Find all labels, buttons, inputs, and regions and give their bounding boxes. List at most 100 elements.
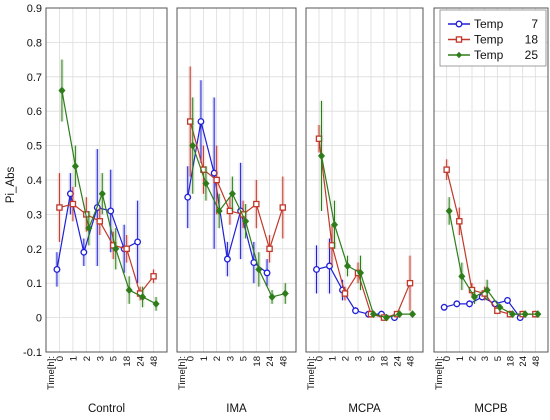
data-point [352,307,359,315]
x-tick-label: 24 [136,356,147,367]
legend-marker [455,36,463,43]
series-temp-7 [313,238,398,322]
panel-frame [433,7,549,353]
data-point [228,189,236,198]
x-tick-label: 48 [406,356,417,367]
data-point [197,118,205,125]
data-point [134,238,142,246]
x-tick-label: 18 [506,356,517,367]
y-tick-label: 0.2 [27,244,42,256]
panel-ima: Time[h]:0 1 2 3 5 18 24 48 IMA [176,7,297,415]
data-point [521,310,529,319]
data-point [466,300,473,308]
data-point [263,269,271,277]
x-tick-label: 48 [149,356,160,367]
x-tick-label: 2 [341,356,352,361]
data-point [266,245,273,253]
data-point [341,290,349,297]
data-point [253,200,260,208]
data-point [534,310,542,319]
data-point [356,268,365,277]
x-tick-label: 0 [186,356,197,361]
data-point [56,204,63,211]
data-point [395,310,404,319]
data-point [202,179,210,188]
legend-label: Temp [474,17,504,31]
x-tick-label: 18 [122,356,133,367]
data-point [58,86,66,95]
x-tick-label: 48 [278,356,289,367]
legend-marker [456,51,462,59]
data-point [213,176,220,184]
x-tick-label: 0 [315,356,326,361]
data-point [107,207,115,215]
data-point [458,272,466,281]
x-tick-label: 18 [380,356,391,367]
data-point [508,310,517,319]
x-tick-label: 5 [109,356,120,361]
y-tick-label: 0.5 [27,141,42,153]
x-tick-label: 24 [518,356,529,367]
data-point [330,220,339,229]
data-point [456,218,463,225]
data-point [470,293,479,301]
x-tick-label: 3 [95,356,106,361]
x-tick-label: 1 [199,356,210,361]
panel-control: Time[h]:0 1 2 3 5 18 24 48 Control [45,7,168,415]
x-tick-label: 24 [393,356,404,367]
data-point [445,207,453,215]
data-point [150,273,157,280]
data-point [255,265,263,274]
data-point [125,286,133,294]
y-tick-label: -0.1 [23,347,42,359]
x-tick-label: Time[h]: [306,356,317,390]
legend-label: Temp [474,48,504,62]
x-tick-label: Time[h]: [46,356,57,390]
series-temp-25 [58,59,160,311]
y-tick-labels: -0.1 0 0.1 0.2 0.3 0.4 0.5 0.6 0.7 0.8 0.9 [23,3,42,359]
data-point [242,217,250,226]
data-point [281,289,289,298]
data-point [443,166,450,173]
legend-value: 25 [525,48,539,62]
x-tick-label: Time[h]: [434,356,445,390]
series-temp-7 [53,149,142,287]
data-point [483,286,491,294]
data-point [279,204,287,211]
data-point [184,193,192,201]
data-point [453,300,461,308]
x-tick-label: 1 [68,356,79,361]
data-point [96,218,104,225]
series-line [446,169,536,315]
x-tick-label: 2 [468,356,479,361]
y-tick-label: 0.4 [27,175,42,187]
y-tick-label: 0 [36,313,42,325]
y-tick-label: 0.1 [27,278,42,290]
x-tick-label: 1 [455,356,466,361]
data-point [408,310,417,319]
panel-label: MCPA [348,403,381,415]
data-point [406,279,414,287]
legend-label: Temp [474,33,504,47]
data-point [504,296,511,304]
x-tick-label: 5 [367,356,378,361]
series-temp-25 [445,197,542,319]
data-point [268,293,276,301]
panel-label: IMA [226,403,247,415]
x-tick-label: 48 [531,356,542,367]
data-point [80,248,88,256]
data-point [53,265,61,273]
x-tick-label: 1 [328,356,339,361]
data-point [440,303,448,311]
legend-value: 7 [531,17,538,31]
series-line [192,145,286,298]
series-temp-25 [189,97,289,304]
data-point [98,189,106,198]
data-point [189,141,197,150]
series-temp-18 [443,159,539,318]
legend-marker [455,20,463,28]
series-temp-25 [317,100,417,322]
x-tick-label: 3 [225,356,236,361]
